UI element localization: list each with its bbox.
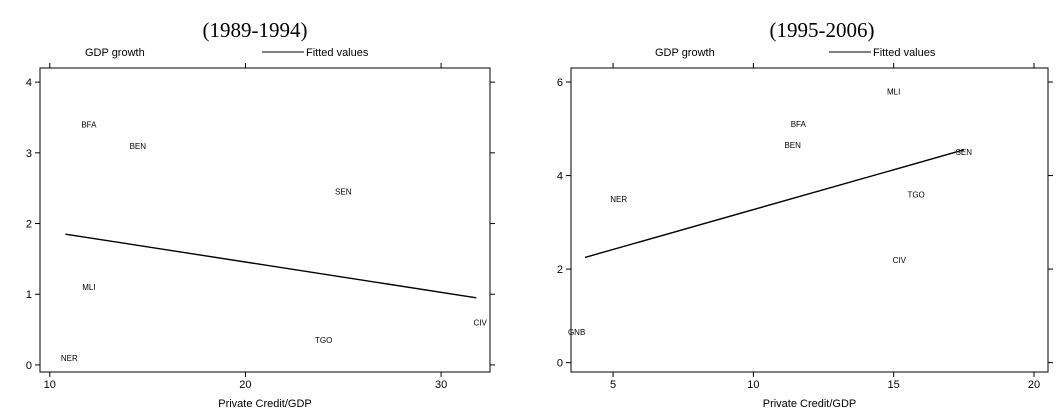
y-tick-label: 4 [26, 77, 32, 89]
x-tick-label: 20 [1028, 379, 1040, 391]
data-point-civ: CIV [893, 256, 907, 265]
x-tick-label: 30 [435, 379, 447, 391]
y-tick-label: 3 [26, 148, 32, 160]
data-point-mli: MLI [82, 283, 95, 292]
plot-frame [39, 67, 491, 373]
panel-1995-2006: (1995-2006) GDP growth Fitted values 5 10 15 2… [557, 18, 1053, 410]
y-tick-label: 0 [557, 358, 563, 370]
x-tick-label: 5 [610, 379, 616, 391]
data-point-mli: MLI [887, 87, 900, 96]
plot-frame [570, 67, 1049, 373]
data-point-sen: SEN [335, 188, 352, 197]
y-tick-label: 2 [26, 219, 32, 231]
legend-label-fitted-values: Fitted values [873, 47, 936, 59]
y-tick-label: 2 [557, 264, 563, 276]
y-tick-label: 1 [26, 289, 32, 301]
chart-title: (1989-1994) [203, 18, 308, 42]
x-tick-label: 10 [747, 379, 759, 391]
data-point-ben: BEN [130, 142, 147, 151]
x-axis-label: Private Credit/GDP [218, 398, 312, 410]
data-point-bfa: BFA [791, 120, 807, 129]
legend-label-gdp-growth: GDP growth [655, 47, 715, 59]
x-axis-label: Private Credit/GDP [763, 398, 857, 410]
x-tick-label: 10 [44, 379, 56, 391]
data-point-ben: BEN [784, 141, 801, 150]
legend-label-fitted-values: Fitted values [306, 47, 369, 59]
y-tick-label: 4 [557, 171, 563, 183]
legend-label-gdp-growth: GDP growth [85, 47, 145, 59]
data-point-tgo: TGO [315, 336, 332, 345]
fitted-values-line [584, 149, 965, 259]
x-tick-label: 15 [888, 379, 900, 391]
x-tick-label: 20 [239, 379, 251, 391]
data-point-ner: NER [61, 354, 78, 363]
data-point-sen: SEN [956, 148, 973, 157]
data-point-bfa: BFA [81, 121, 97, 130]
y-tick-label: 6 [557, 77, 563, 89]
data-point-gnb: GNB [568, 328, 585, 337]
chart-title: (1995-2006) [770, 18, 875, 42]
data-point-civ: CIV [474, 319, 488, 328]
y-tick-label: 0 [26, 360, 32, 372]
data-point-tgo: TGO [907, 190, 924, 199]
fitted-values-line [65, 233, 477, 299]
data-point-ner: NER [610, 195, 627, 204]
